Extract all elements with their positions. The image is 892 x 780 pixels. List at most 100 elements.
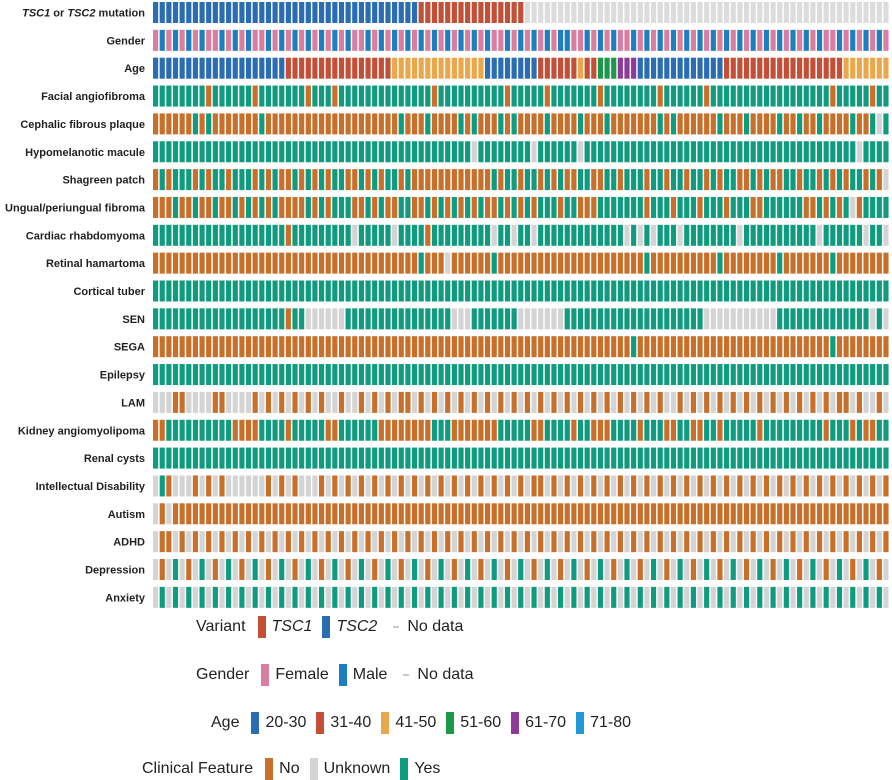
heatmap-cell [770, 113, 776, 135]
heatmap-cell [863, 391, 869, 413]
heatmap-cell [850, 364, 856, 386]
heatmap-cell [153, 57, 159, 79]
heatmap-cell [484, 141, 491, 163]
heatmap-cell [226, 196, 232, 218]
heatmap-cell [664, 113, 670, 135]
heatmap-cell [684, 29, 690, 51]
heatmap-cell [172, 224, 179, 246]
heatmap-cell [232, 224, 238, 246]
heatmap-cell [166, 475, 172, 497]
heatmap-cell [458, 419, 464, 441]
heatmap-cell [431, 391, 438, 413]
heatmap-cell [172, 280, 179, 302]
heatmap-cell [438, 475, 444, 497]
heatmap-cell [611, 336, 617, 358]
heatmap-cell [850, 224, 856, 246]
heatmap-cell [863, 447, 869, 469]
heatmap-cell [465, 113, 471, 135]
heatmap-cell [504, 169, 511, 191]
heatmap-cell [511, 391, 517, 413]
heatmap-cell [252, 586, 258, 608]
heatmap-cell [239, 252, 245, 274]
heatmap-cell [179, 475, 185, 497]
heatmap-cell [438, 503, 444, 525]
heatmap-cell [511, 57, 517, 79]
heatmap-cell [823, 447, 829, 469]
heatmap-cell [584, 503, 590, 525]
heatmap-cell [763, 29, 770, 51]
heatmap-cell [797, 559, 803, 580]
heatmap-cell [684, 531, 690, 553]
heatmap-cell [206, 391, 212, 413]
heatmap-cell [591, 364, 597, 386]
legend-label: 51-60 [460, 714, 502, 731]
heatmap-cell [292, 85, 298, 107]
heatmap-cell [724, 85, 730, 107]
heatmap-cell [285, 308, 291, 330]
heatmap-cell [372, 364, 378, 386]
heatmap-cell [186, 503, 192, 525]
heatmap-cell [883, 2, 889, 23]
heatmap-cell [265, 447, 272, 469]
heatmap-cell [664, 364, 670, 386]
heatmap-cell [511, 308, 517, 330]
heatmap-cell [730, 280, 736, 302]
heatmap-cell [584, 252, 590, 274]
heatmap-cell [624, 419, 630, 441]
heatmap-cell [564, 113, 570, 135]
heatmap-cell [285, 113, 291, 135]
heatmap-cell [405, 503, 411, 525]
heatmap-cell [518, 447, 524, 469]
heatmap-cell [551, 391, 557, 413]
heatmap-cell [332, 252, 338, 274]
heatmap-cell [385, 224, 391, 246]
heatmap-cell [378, 447, 384, 469]
heatmap-cell [411, 336, 418, 358]
heatmap-cell [597, 29, 604, 51]
heatmap-cell [252, 447, 258, 469]
heatmap-cell [743, 586, 750, 608]
heatmap-cell [385, 2, 391, 23]
heatmap-cell [737, 169, 743, 191]
heatmap-cell [458, 57, 464, 79]
heatmap-cell [564, 169, 570, 191]
heatmap-cell [226, 113, 232, 135]
heatmap-cell [498, 364, 504, 386]
heatmap-cell [591, 559, 597, 580]
heatmap-cell [677, 85, 683, 107]
heatmap-cell [418, 141, 424, 163]
heatmap-cell [604, 113, 610, 135]
heatmap-cell [843, 559, 849, 580]
legend-item-nodata: No data [397, 666, 473, 684]
heatmap-cell [538, 559, 544, 580]
heatmap-cell [458, 308, 464, 330]
heatmap-cell [212, 252, 218, 274]
heatmap-cell [544, 141, 550, 163]
heatmap-cell [372, 419, 378, 441]
heatmap-cell [478, 364, 484, 386]
heatmap-cell [431, 113, 438, 135]
heatmap-cell [883, 391, 889, 413]
heatmap-cell [670, 224, 677, 246]
heatmap-cell [186, 252, 192, 274]
heatmap-cell [451, 252, 457, 274]
heatmap-cell [843, 586, 849, 608]
heatmap-cell [863, 280, 869, 302]
heatmap-cell [670, 419, 677, 441]
legend-title: Variant [196, 618, 246, 635]
heatmap-cell [338, 336, 345, 358]
heatmap-cell [172, 475, 179, 497]
heatmap-cell [577, 196, 584, 218]
heatmap-cell [405, 224, 411, 246]
heatmap-cell [538, 29, 544, 51]
heatmap-cell [544, 308, 550, 330]
heatmap-cell [418, 531, 424, 553]
heatmap-cell [810, 280, 816, 302]
heatmap-cell [670, 85, 677, 107]
heatmap-cell [697, 29, 703, 51]
heatmap-cell [232, 85, 238, 107]
heatmap-cell [856, 391, 862, 413]
heatmap-cell [252, 113, 258, 135]
heatmap-cell [299, 308, 305, 330]
heatmap-cell [823, 475, 829, 497]
